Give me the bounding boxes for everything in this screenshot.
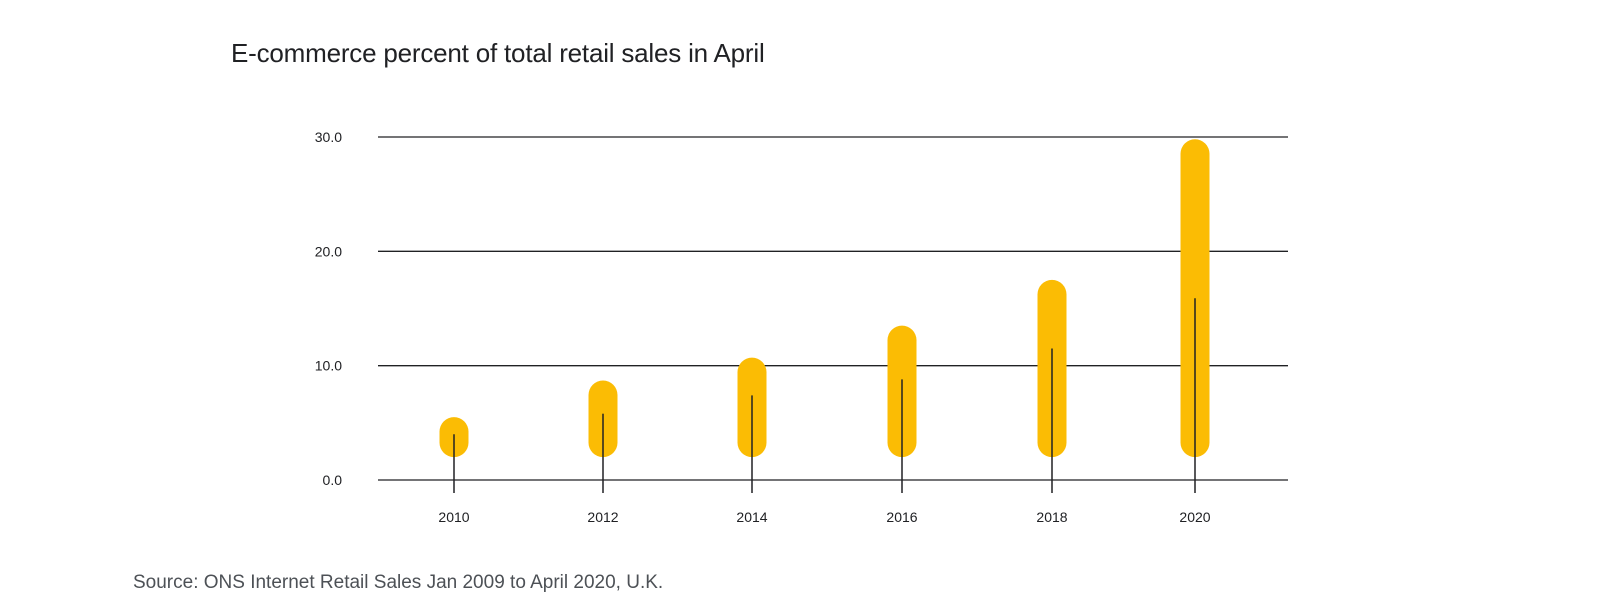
x-tick-label: 2016 [886,509,917,525]
y-tick-label: 30.0 [315,129,342,145]
y-tick-label: 20.0 [315,243,342,259]
y-tick-label: 0.0 [323,472,343,488]
gridlines [378,136,1288,481]
chart-title: E-commerce percent of total retail sales… [231,38,765,68]
x-tick-label: 2018 [1036,509,1067,525]
source-note: Source: ONS Internet Retail Sales Jan 20… [133,572,664,593]
value-lines [453,298,1196,493]
x-axis-tick-labels: 2010 2012 2014 2016 2018 2020 [438,509,1210,525]
y-axis-tick-labels: 0.0 10.0 20.0 30.0 [315,129,342,488]
x-tick-label: 2020 [1179,509,1210,525]
x-tick-label: 2014 [736,509,767,525]
x-tick-label: 2010 [438,509,469,525]
x-tick-label: 2012 [587,509,618,525]
bars [439,139,1210,458]
y-tick-label: 10.0 [315,358,342,374]
